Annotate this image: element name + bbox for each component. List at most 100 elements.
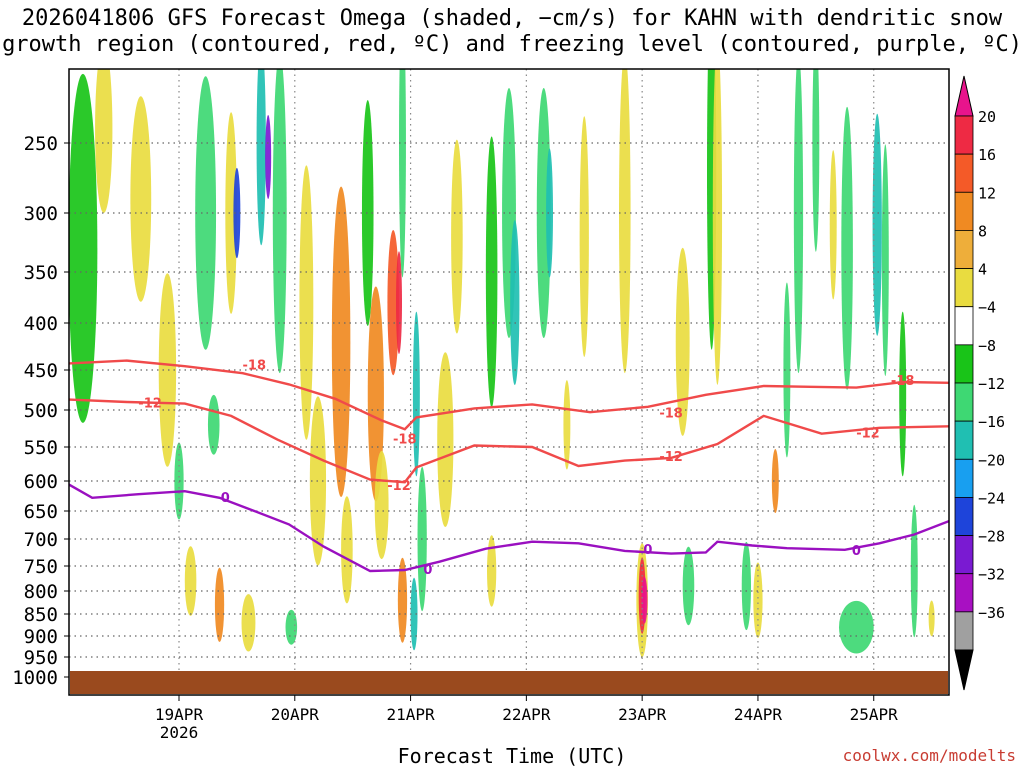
colorbar-swatch [954,153,974,193]
omega-cell [872,113,882,336]
omega-cell [241,594,256,652]
colorbar-swatch [954,497,974,536]
chart-title-line1: 2026041806 GFS Forecast Omega (shaded, −… [21,6,1003,31]
colorbar-swatch [954,306,974,346]
colorbar-label: −36 [978,604,1005,622]
y-tick-label: 500 [24,400,58,422]
omega-shading [69,69,935,658]
omega-cell [487,535,497,607]
omega-cell [69,73,98,423]
omega-cell [265,115,272,199]
omega-cell [374,450,389,560]
y-tick-label: 850 [24,604,58,626]
omega-cell [410,577,418,651]
omega-cell [396,251,402,354]
omega-cell [299,165,314,440]
contour--18 [69,359,949,431]
omega-cell [812,69,820,252]
y-tick-label: 950 [24,647,58,669]
colorbar-label: 16 [978,146,996,164]
ground-surface [70,671,948,694]
x-tick-label: 21APR [386,705,435,724]
omega-cell [207,394,220,455]
y-tick-label: 400 [24,313,58,335]
omega-cell [361,100,374,326]
omega-cell [536,88,551,338]
colorbar-swatch [954,268,974,308]
x-tick-label: 19APR [155,705,204,724]
omega-cell [341,496,353,604]
omega-cell [412,311,420,477]
omega-cell [839,600,874,654]
omega-cell [225,112,237,314]
credit-link[interactable]: coolwx.com/modelts [842,746,1016,765]
y-tick-label: 1000 [12,667,58,689]
omega-cell [399,69,406,278]
colorbar-swatch [954,230,974,269]
x-tick-label: 22APR [502,705,551,724]
y-tick-label: 650 [24,501,58,523]
omega-cell [272,69,287,374]
colorbar-top-arrow [954,75,974,117]
omega-cell [546,148,553,278]
y-tick-label: 550 [24,437,58,459]
omega-cell [451,139,463,334]
x-tick-label: 20APR [271,705,320,724]
omega-cell [387,230,400,376]
omega-cell [881,144,889,376]
omega-cell [184,546,197,616]
omega-cell [331,186,351,498]
omega-cell [675,247,690,436]
colorbar-bottom-arrow [954,649,974,691]
omega-cell [233,167,241,259]
omega-cell [741,541,751,631]
omega-cell [829,150,837,300]
x-axis-label: Forecast Time (UTC) [397,744,627,768]
colorbar-label: −20 [978,451,1005,469]
omega-cell [910,504,918,638]
colorbar-label: −4 [978,299,996,317]
colorbar-label: −12 [978,375,1005,393]
omega-cell [753,562,763,638]
y-tick-label: 300 [24,203,58,225]
colorbar-label: −8 [978,337,996,355]
plot-frame [68,68,950,696]
x-tick-label: 23APR [618,705,667,724]
colorbar-swatch [954,573,974,613]
omega-cell [841,106,853,390]
omega-cell [579,116,589,357]
contour-label: -18 [243,358,267,373]
y-tick-label: 700 [24,529,58,551]
contour-label: -12 [387,479,411,494]
y-tick-label: 900 [24,626,58,648]
omega-cell [195,76,217,350]
omega-cell [641,576,648,624]
omega-cell [712,69,723,385]
omega-cell [928,600,935,637]
omega-cell [619,69,631,374]
contour-label: -12 [659,450,683,465]
omega-cell [899,311,907,477]
contour-label: -12 [138,397,162,412]
colorbar-swatch [954,611,974,651]
colorbar-swatch [954,382,974,422]
colorbar-swatch [954,344,974,384]
colorbar-swatch [954,191,974,231]
omega-cell [397,557,408,643]
omega-cell [367,286,384,502]
omega-cell [793,69,804,374]
colorbar-label: −32 [978,566,1005,584]
x-tick-sublabel: 2026 [160,723,199,742]
omega-cell [510,220,520,386]
omega-cell [214,567,225,642]
omega-cell [682,546,695,626]
omega-cell [563,380,571,470]
y-tick-label: 750 [24,556,58,578]
omega-cell [437,352,454,527]
chart-title-line2: growth region (contoured, red, ºC) and f… [2,32,1022,57]
colorbar-label: 8 [978,222,987,240]
omega-cell [771,449,779,513]
colorbar-label: −16 [978,413,1005,431]
